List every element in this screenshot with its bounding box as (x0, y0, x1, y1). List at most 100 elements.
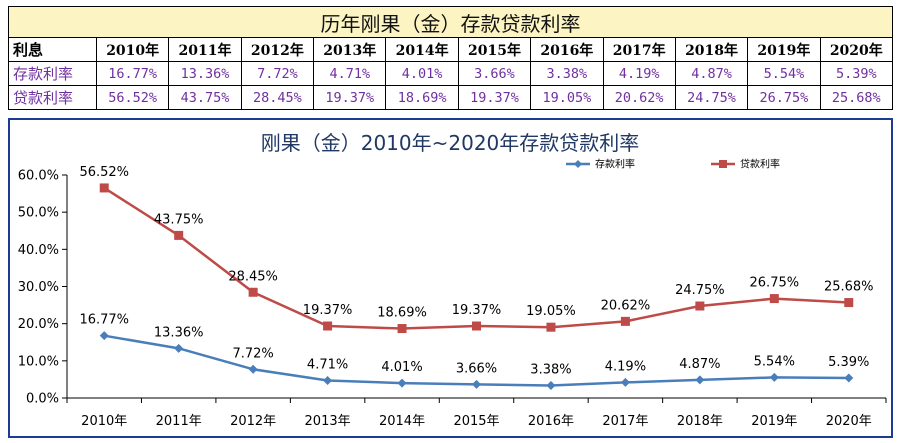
deposit-point-marker (174, 343, 184, 353)
rate-value-cell: 20.62% (602, 85, 676, 110)
rate-value-cell: 7.72% (240, 61, 315, 86)
loan-point-marker (620, 316, 630, 326)
rate-value-cell: 3.66% (457, 61, 532, 86)
year-header-cell: 2015年 (457, 37, 532, 62)
rate-value-cell: 19.05% (530, 85, 604, 110)
x-tick-label: 2012年 (230, 414, 276, 429)
rates-table-panel: 历年刚果（金）存款贷款利率 利息 2010年 2011年 2012年 2013年 2014… (8, 6, 894, 110)
deposit-point-marker (695, 375, 705, 385)
year-header-cell: 2014年 (385, 37, 459, 62)
row-label-cell: 贷款利率 (8, 85, 97, 110)
deposit-data-label: 3.38% (530, 362, 571, 377)
table-header-row: 利息 2010年 2011年 2012年 2013年 2014年 2015年 2016年 201… (8, 37, 894, 62)
deposit-point-marker (546, 380, 556, 390)
year-header-cell: 2010年 (95, 37, 170, 62)
loan-point-marker (174, 230, 184, 240)
deposit-data-label: 4.71% (307, 357, 348, 372)
rate-value-cell: 25.68% (819, 85, 894, 110)
rate-value-cell: 16.77% (95, 61, 170, 86)
x-tick-label: 2020年 (826, 414, 872, 429)
rate-value-cell: 5.54% (747, 61, 821, 86)
deposit-data-label: 4.19% (605, 359, 646, 374)
loan-point-marker (472, 321, 481, 331)
x-tick-label: 2019年 (751, 414, 797, 429)
legend-marker (574, 160, 582, 168)
deposit-point-marker (769, 372, 779, 382)
rate-value-cell: 19.37% (313, 85, 387, 110)
legend-marker (719, 160, 727, 168)
x-tick-label: 2017年 (602, 414, 648, 429)
x-tick-label: 2013年 (305, 414, 351, 429)
year-header-cell: 2012年 (240, 37, 315, 62)
legend-label-loan: 贷款利率 (740, 158, 780, 171)
rate-value-cell: 24.75% (674, 85, 749, 110)
rate-value-cell: 18.69% (385, 85, 459, 110)
year-header-cell: 2020年 (819, 37, 894, 62)
deposit-data-label: 5.39% (828, 355, 869, 370)
rate-value-cell: 56.52% (95, 85, 170, 110)
row-label-cell: 存款利率 (8, 61, 97, 86)
rate-value-cell: 4.71% (313, 61, 387, 86)
deposit-point-marker (99, 331, 109, 341)
loan-data-label: 19.05% (526, 304, 576, 319)
loan-data-label: 18.69% (377, 306, 427, 321)
chart-frame: 刚果（金）2010年~2020年存款贷款利率 0.0% 10.0% 20.0% 30.0… (8, 118, 893, 438)
x-tick-label: 2014年 (379, 414, 425, 429)
rate-value-cell: 4.01% (385, 61, 459, 86)
loan-rate-row: 贷款利率 56.52% 43.75% 28.45% 19.37% 18.69% 19.37%… (8, 85, 894, 110)
y-tick-label: 0.0% (26, 392, 59, 407)
loan-point-marker (99, 183, 109, 193)
rate-value-cell: 13.36% (168, 61, 242, 86)
loan-point-marker (248, 287, 258, 297)
loan-data-label: 28.45% (228, 269, 278, 284)
deposit-point-marker (397, 378, 407, 388)
deposit-point-marker (323, 375, 333, 385)
deposit-data-label: 5.54% (754, 354, 795, 369)
x-tick-label: 2011年 (156, 414, 202, 429)
rate-value-cell: 4.19% (602, 61, 676, 86)
loan-point-marker (323, 321, 333, 331)
loan-point-marker (695, 301, 705, 311)
chart-title: 刚果（金）2010年~2020年存款贷款利率 (261, 131, 640, 155)
deposit-data-label: 16.77% (79, 313, 129, 328)
loan-data-label: 20.62% (601, 298, 651, 313)
line-chart: 刚果（金）2010年~2020年存款贷款利率 0.0% 10.0% 20.0% 30.0… (18, 131, 887, 429)
rate-value-cell: 43.75% (168, 85, 242, 110)
y-tick-label: 30.0% (18, 280, 59, 295)
rate-value-cell: 19.37% (457, 85, 532, 110)
deposit-point-marker (844, 373, 854, 383)
year-header-cell: 2018年 (674, 37, 749, 62)
x-tick-label: 2016年 (528, 414, 574, 429)
rate-value-cell: 3.38% (530, 61, 604, 86)
y-tick-label: 40.0% (18, 243, 59, 258)
table-title: 历年刚果（金）存款贷款利率 (8, 6, 893, 37)
x-tick-label: 2015年 (453, 414, 499, 429)
loan-data-label: 26.75% (750, 276, 800, 291)
deposit-rate-row: 存款利率 16.77% 13.36% 7.72% 4.71% 4.01% 3.66% 3.38… (8, 61, 894, 86)
loan-point-marker (546, 322, 556, 332)
deposit-data-label: 3.66% (456, 361, 497, 376)
y-tick-label: 50.0% (18, 206, 59, 221)
loan-data-label: 19.37% (303, 303, 353, 318)
deposit-data-label: 13.36% (154, 325, 204, 340)
year-header-cell: 2017年 (602, 37, 676, 62)
y-tick-label: 10.0% (18, 354, 59, 369)
rates-table: 利息 2010年 2011年 2012年 2013年 2014年 2015年 2016年 201… (8, 37, 894, 110)
deposit-data-label: 4.01% (381, 360, 422, 375)
loan-point-marker (397, 324, 407, 334)
loan-data-label: 19.37% (452, 303, 502, 318)
rate-value-cell: 4.87% (674, 61, 749, 86)
year-header-cell: 2019年 (747, 37, 821, 62)
year-header-cell: 2013年 (313, 37, 387, 62)
x-tick-label: 2018年 (677, 414, 723, 429)
rate-value-cell: 26.75% (747, 85, 821, 110)
deposit-data-label: 4.87% (679, 357, 720, 372)
header-label-cell: 利息 (8, 37, 97, 62)
deposit-point-marker (248, 364, 258, 374)
deposit-point-marker (620, 377, 630, 387)
rate-value-cell: 28.45% (240, 85, 315, 110)
year-header-cell: 2011年 (168, 37, 242, 62)
loan-data-label: 24.75% (675, 283, 725, 298)
loan-data-label: 56.52% (79, 165, 129, 180)
rate-value-cell: 5.39% (819, 61, 894, 86)
